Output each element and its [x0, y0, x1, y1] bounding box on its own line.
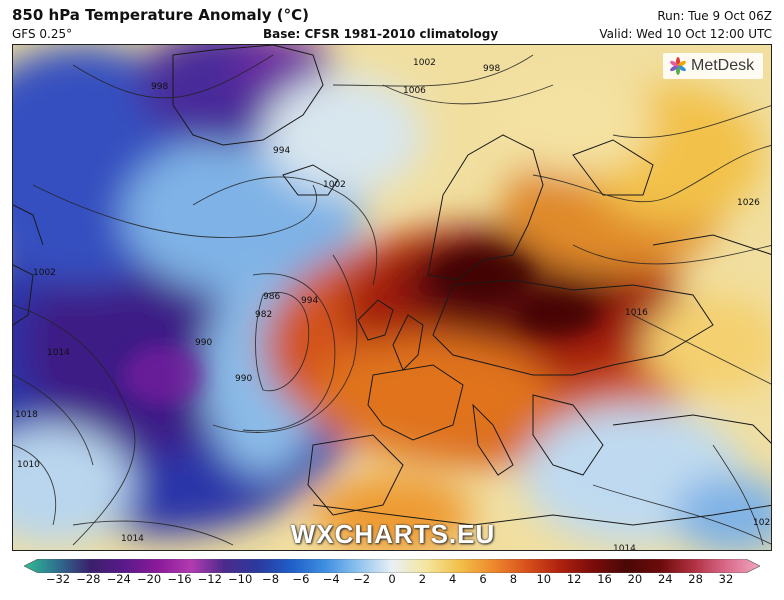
- colorbar-tick-label: −8: [262, 572, 280, 586]
- isobar-label: 998: [483, 64, 500, 74]
- isobar-label: 1018: [15, 410, 38, 420]
- colorbar-ticks: −32 −28 −24 −20 −16 −12 −10 −8 −6 −4 −2 0 2 4 6 8 10 12 16…: [24, 572, 760, 592]
- colorbar-tick-label: −4: [322, 572, 340, 586]
- colorbar-tick-label: 0: [388, 572, 396, 586]
- metdesk-logo: MetDesk: [663, 53, 763, 79]
- isobar-label: 994: [301, 296, 318, 306]
- colorbar-tick-label: −2: [353, 572, 371, 586]
- isobar-label: 1014: [47, 348, 70, 358]
- colorbar-tick-label: 28: [688, 572, 703, 586]
- colorbar-tick-label: −10: [228, 572, 253, 586]
- isobar-label: 1014: [121, 534, 144, 544]
- colorbar-bar: [23, 558, 761, 574]
- isobar-label: 990: [195, 338, 212, 348]
- colorbar: −32 −28 −24 −20 −16 −12 −10 −8 −6 −4 −2 0 2 4 6 8 10 12 16…: [23, 558, 761, 598]
- coastlines: [13, 45, 771, 526]
- valid-time: Valid: Wed 10 Oct 12:00 UTC: [599, 27, 772, 41]
- isobar-label: 982: [255, 310, 272, 320]
- isobar-label: 1014: [613, 544, 636, 551]
- isobars: [13, 54, 771, 546]
- colorbar-tick-label: 6: [479, 572, 487, 586]
- colorbar-tick-label: 4: [449, 572, 457, 586]
- colorbar-tick-label: −24: [106, 572, 131, 586]
- isobar-label: 990: [235, 374, 252, 384]
- map-canvas: 998 1002 1006 998 994 990 1002 994 986 9…: [13, 45, 772, 551]
- run-time: Run: Tue 9 Oct 06Z: [657, 9, 772, 23]
- isobar-label: 998: [151, 82, 168, 92]
- colorbar-gradient: [23, 558, 761, 574]
- isobar-label: 994: [273, 146, 290, 156]
- logo-text: MetDesk: [691, 57, 755, 74]
- colorbar-tick-label: 12: [566, 572, 582, 586]
- logo-petal: [670, 60, 679, 67]
- chart-title: 850 hPa Temperature Anomaly (°C): [12, 6, 309, 24]
- colorbar-tick-label: −28: [76, 572, 101, 586]
- temperature-detail: [123, 250, 598, 405]
- logo-petal: [677, 60, 686, 67]
- colorbar-tick-label: 16: [597, 572, 612, 586]
- isobar-label: 1022: [753, 518, 772, 528]
- isobar-labels: 998 1002 1006 998 994 990 1002 994 986 9…: [15, 58, 772, 551]
- colorbar-tick-label: −32: [45, 572, 71, 586]
- isobar-label: 1006: [403, 86, 426, 96]
- isobar-label: 1010: [17, 460, 40, 470]
- isobar-label: 1002: [323, 180, 346, 190]
- watermark: WXCHARTS.EU: [290, 519, 496, 549]
- base-label: Base: CFSR 1981-2010 climatology: [263, 27, 499, 41]
- isobar-label: 1002: [33, 268, 56, 278]
- isobar-label: 986: [263, 292, 280, 302]
- colorbar-tick-label: 10: [536, 572, 552, 586]
- colorbar-tick-label: 8: [509, 572, 518, 586]
- colorbar-tick-label: 24: [657, 572, 673, 586]
- colorbar-tick-label: 32: [718, 572, 734, 586]
- colorbar-tick-label: −20: [136, 572, 162, 586]
- logo-petal: [670, 65, 679, 72]
- chart-header: 850 hPa Temperature Anomaly (°C) GFS 0.2…: [0, 0, 784, 46]
- logo-petal: [677, 65, 686, 72]
- colorbar-tick-label: 2: [418, 572, 427, 586]
- colorbar-tick-label: 20: [627, 572, 643, 586]
- colorbar-tick-label: −6: [292, 572, 310, 586]
- anomaly-map: 998 1002 1006 998 994 990 1002 994 986 9…: [12, 44, 772, 551]
- isobar-label: 1016: [625, 308, 648, 318]
- isobar-label: 1026: [737, 198, 760, 208]
- colorbar-tick-label: −16: [167, 572, 192, 586]
- model-label: GFS 0.25°: [12, 27, 73, 41]
- isobar-label: 1002: [413, 58, 436, 68]
- metdesk-star-icon: [670, 57, 686, 75]
- colorbar-tick-label: −12: [197, 572, 222, 586]
